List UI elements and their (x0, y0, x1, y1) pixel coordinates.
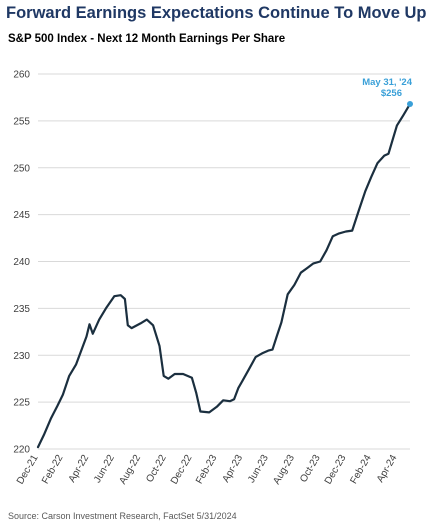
y-tick-label: 220 (13, 445, 30, 456)
y-tick-label: 235 (13, 304, 30, 315)
gridlines (38, 73, 410, 450)
chart-title: Forward Earnings Expectations Continue T… (6, 4, 427, 22)
chart-subtitle: S&P 500 Index - Next 12 Month Earnings P… (8, 33, 286, 45)
x-tick-label: Oct-22 (144, 453, 169, 485)
series-group (36, 102, 412, 449)
x-tick-label: Jun-22 (92, 453, 117, 485)
x-tick-label: Dec-23 (323, 453, 349, 487)
y-tick-label: 255 (13, 116, 30, 127)
x-tick-label: Apr-23 (221, 453, 246, 485)
x-tick-label: Aug-23 (271, 453, 297, 487)
y-tick-label: 225 (13, 398, 30, 409)
series-line (36, 102, 412, 449)
y-tick-label: 230 (13, 351, 30, 362)
x-tick-label: Dec-22 (169, 453, 195, 487)
annotation-value: $256 (381, 88, 402, 99)
y-tick-label: 250 (13, 163, 30, 174)
x-axis: Dec-21 Feb-22 Apr-22 Jun-22 Aug-22 Oct-22 Dec-… (15, 453, 400, 487)
x-tick-label: Jun-23 (246, 453, 271, 485)
source-note: Source: Carson Investment Research, Fact… (8, 511, 237, 521)
annotation-date: May 31, '24 (362, 77, 413, 88)
y-tick-label: 260 (13, 70, 30, 81)
x-tick-label: Apr-22 (67, 453, 92, 485)
x-tick-label: Feb-24 (348, 453, 374, 486)
x-tick-label: Oct-23 (298, 453, 323, 485)
x-tick-label: Apr-24 (375, 453, 400, 485)
end-annotation: May 31, '24$256 (362, 77, 413, 107)
x-tick-label: Dec-21 (15, 453, 41, 487)
x-tick-label: Feb-22 (40, 453, 66, 486)
y-axis: 220 225 230 235 240 245 250 255 260 (13, 70, 30, 456)
x-tick-label: Feb-23 (194, 453, 220, 486)
x-tick-label: Aug-22 (117, 453, 143, 487)
end-point-marker (407, 101, 413, 107)
y-tick-label: 245 (13, 210, 30, 221)
y-tick-label: 240 (13, 257, 30, 268)
